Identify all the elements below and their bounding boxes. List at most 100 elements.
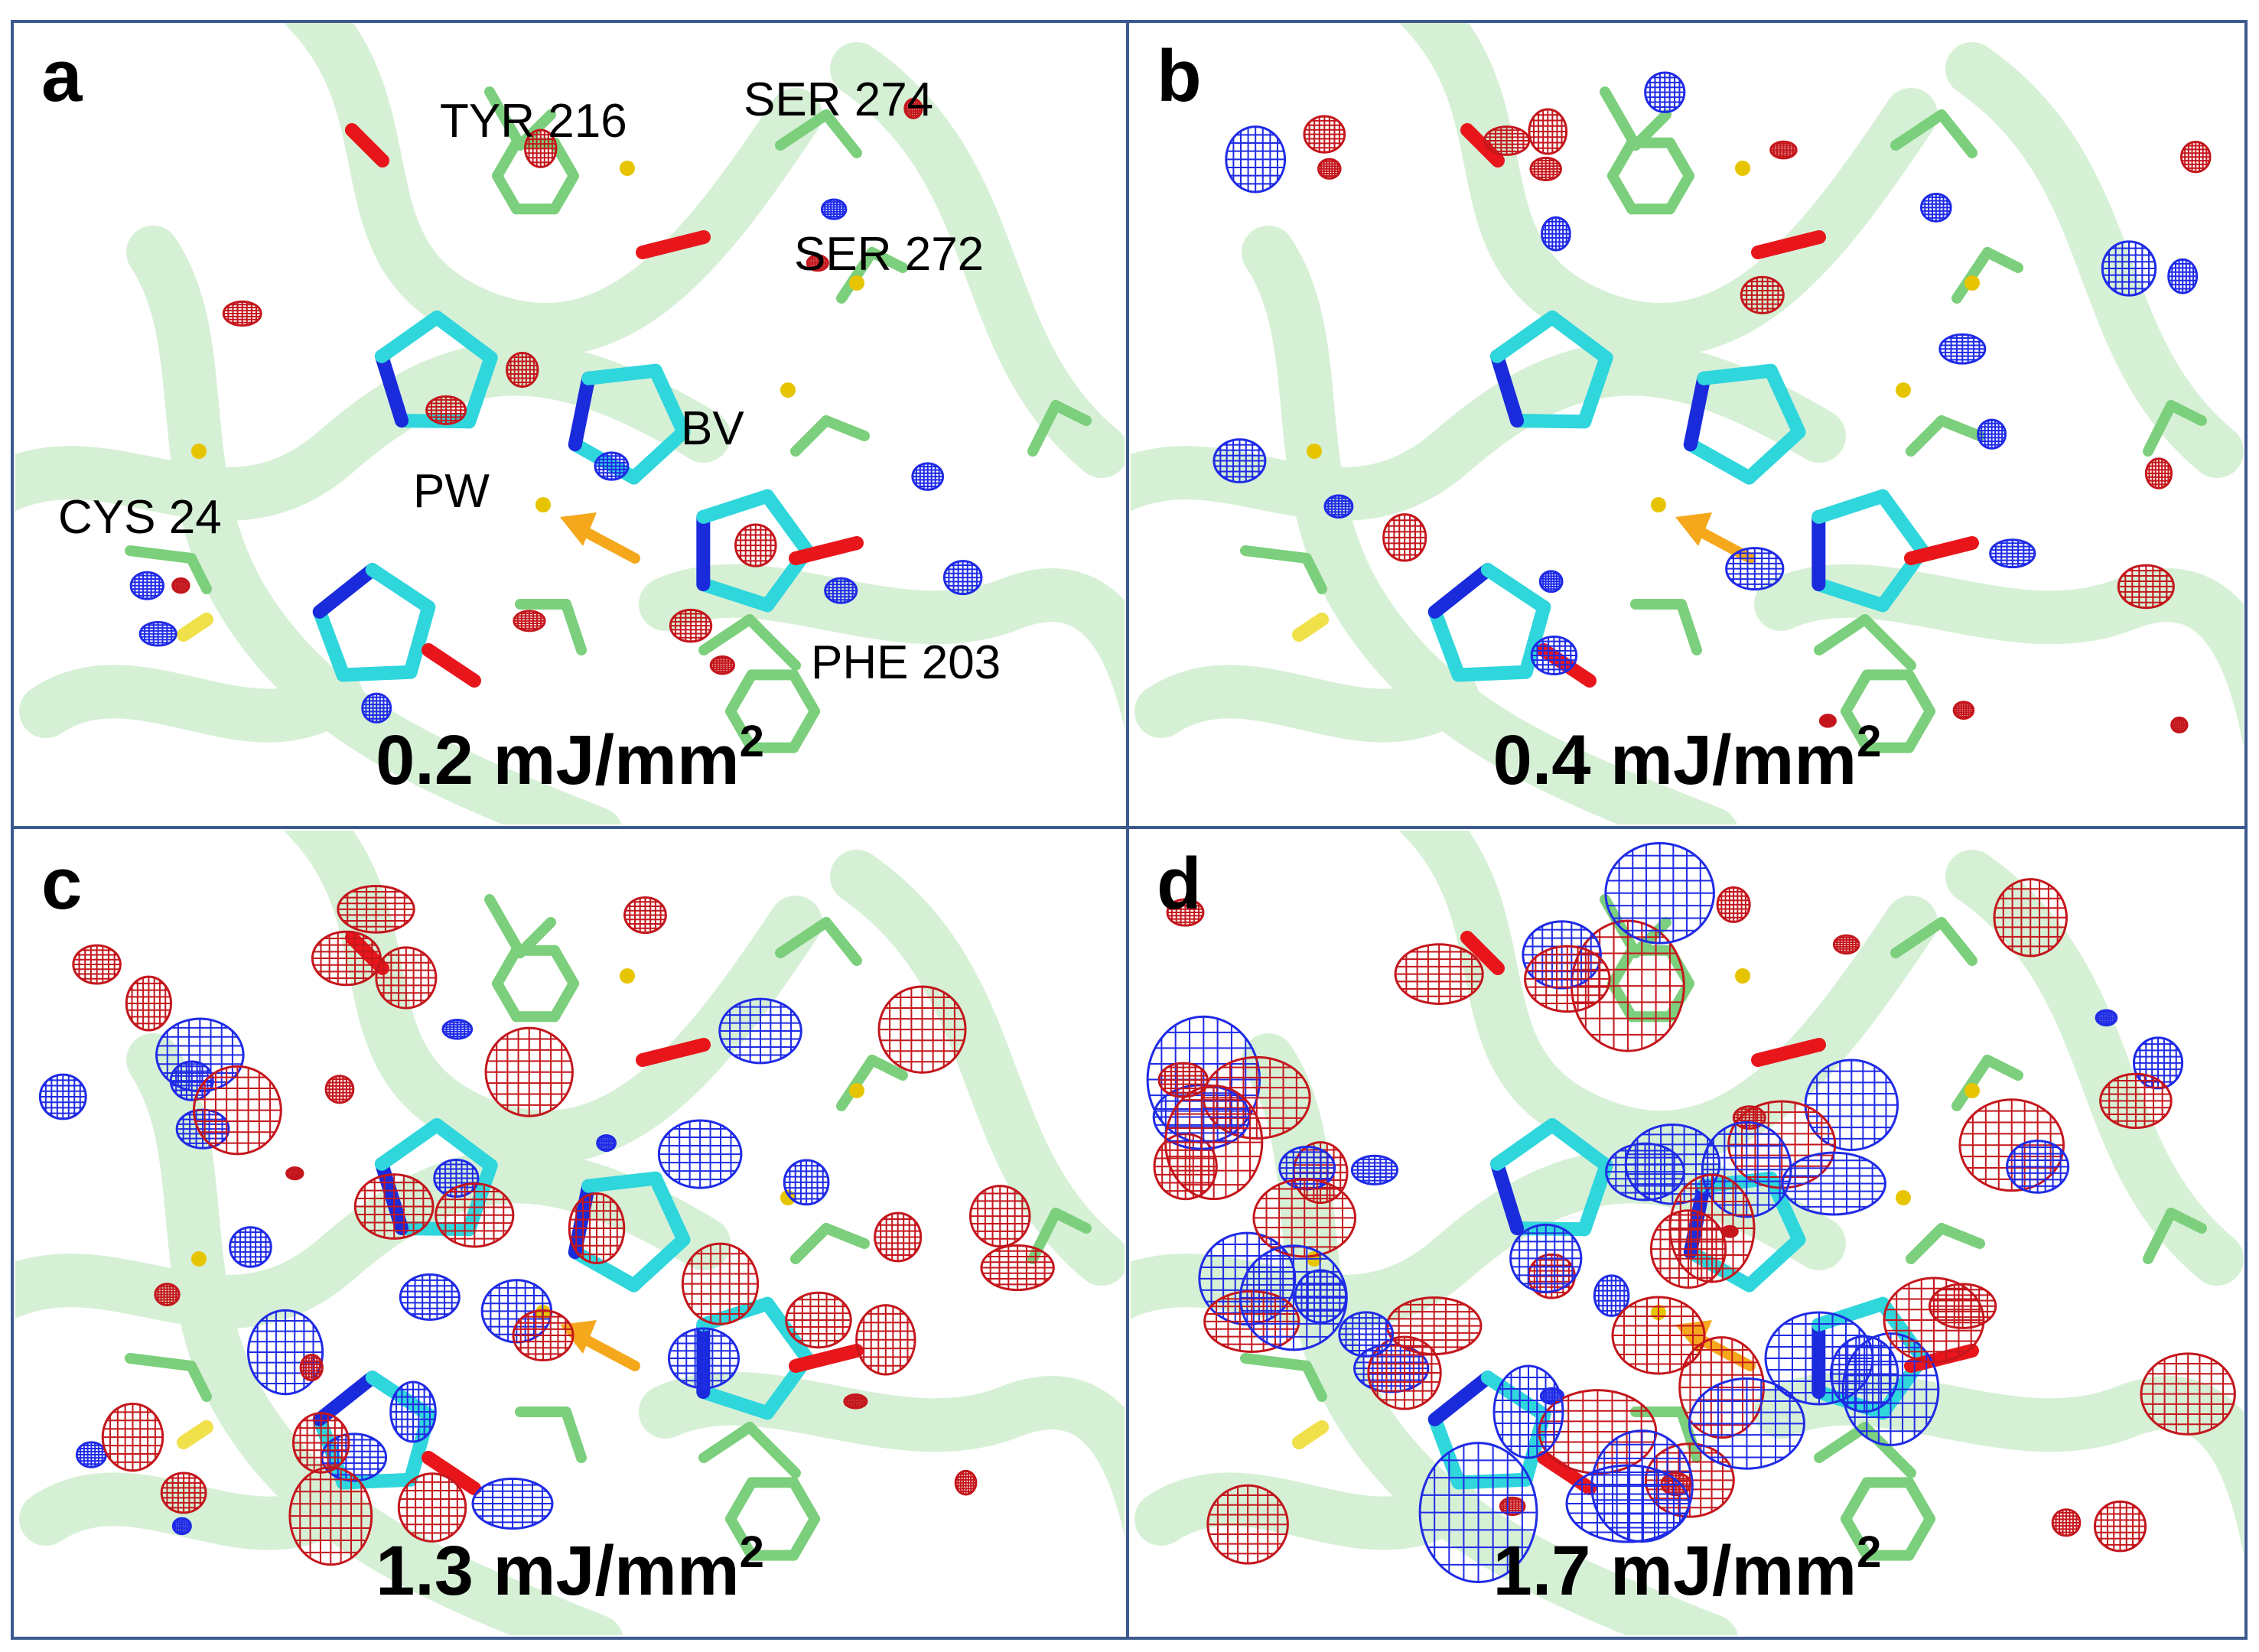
- panel-letter-d: d: [1157, 843, 1202, 925]
- panel-b: b 0.4 mJ/mm2: [1131, 23, 2244, 824]
- bond: [1982, 247, 2023, 273]
- density-mesh: [1716, 886, 1751, 923]
- density-mesh: [1989, 538, 2036, 569]
- bond: [696, 577, 775, 613]
- density-mesh: [1725, 547, 1785, 591]
- difference-density: [129, 98, 983, 724]
- biliverdin-chromophore: [1292, 123, 1979, 688]
- density-mesh: [718, 997, 802, 1065]
- ribbon-helix: [1242, 226, 1737, 824]
- bond: [1050, 1208, 1092, 1234]
- side-chains: [1240, 86, 2207, 753]
- density-mesh-core: [1764, 1311, 1874, 1406]
- bond: [789, 1344, 864, 1373]
- bond: [744, 614, 801, 671]
- water-sphere: [780, 382, 796, 398]
- density-mesh: [361, 692, 392, 724]
- water-sphere: [191, 1251, 207, 1267]
- bond: [636, 230, 711, 259]
- bond: [336, 1472, 418, 1490]
- bond: [336, 665, 418, 682]
- density-mesh: [2099, 1072, 2173, 1130]
- density-mesh: [1350, 1154, 1399, 1185]
- density-mesh: [1605, 1142, 1685, 1202]
- bond: [725, 1514, 757, 1561]
- bond: [1577, 350, 1613, 429]
- density-mesh: [169, 1060, 214, 1101]
- bond: [1890, 109, 1947, 151]
- density-mesh: [1213, 438, 1267, 483]
- bond: [1490, 349, 1525, 428]
- density-mesh-core: [1668, 1173, 1756, 1283]
- water-sphere: [620, 161, 635, 176]
- bond: [492, 171, 522, 215]
- density-mesh: [1202, 1055, 1311, 1140]
- density-mesh: [435, 1182, 515, 1248]
- dose-value-a: 0.2 mJ/mm: [376, 721, 740, 799]
- density-mesh: [903, 98, 923, 119]
- bond: [1460, 123, 1505, 167]
- bond: [775, 917, 832, 958]
- ribbon-helix: [639, 564, 1125, 729]
- density-mesh: [288, 1465, 373, 1566]
- dose-exponent-c: 2: [739, 1527, 764, 1577]
- density-mesh: [1198, 1231, 1297, 1326]
- density-mesh: [1483, 125, 1531, 156]
- bond: [365, 563, 436, 614]
- density-mesh: [980, 1244, 1055, 1292]
- bond: [422, 643, 481, 688]
- ribbon-helix: [284, 23, 822, 356]
- label-ser272: SER 272: [794, 228, 985, 281]
- bond: [375, 1118, 444, 1171]
- water-sphere: [849, 275, 864, 291]
- bond: [725, 1477, 757, 1524]
- bond: [1427, 604, 1466, 682]
- bond: [1936, 109, 1977, 158]
- density-mesh: [843, 1393, 868, 1410]
- bond: [125, 545, 197, 564]
- bond: [1607, 137, 1637, 181]
- bond: [1480, 563, 1551, 614]
- bond: [1982, 1055, 2023, 1081]
- bond: [1876, 489, 1929, 558]
- bond: [430, 311, 498, 365]
- dose-exponent-d: 2: [1857, 1527, 1882, 1577]
- bond: [1427, 1412, 1466, 1490]
- label-phe203: PHE 203: [811, 636, 1001, 689]
- bond: [492, 945, 522, 989]
- density-mesh: [1524, 945, 1611, 1013]
- bond: [867, 1055, 908, 1081]
- bond: [760, 1296, 814, 1365]
- density-mesh: [2144, 457, 2173, 489]
- density-mesh: [125, 975, 173, 1032]
- density-mesh: [75, 1441, 107, 1468]
- bond: [1665, 978, 1694, 1023]
- bond: [177, 1420, 213, 1449]
- bond: [1751, 230, 1826, 259]
- bond: [312, 604, 350, 682]
- density-mesh: [480, 1279, 553, 1344]
- density-mesh: [1278, 1146, 1336, 1191]
- difference-density: [38, 884, 1055, 1566]
- density-mesh: [1239, 1244, 1348, 1351]
- density-mesh: [324, 1075, 355, 1104]
- bond: [1903, 1514, 1935, 1561]
- bond: [1027, 400, 1061, 457]
- water-sphere: [1307, 444, 1322, 459]
- bond: [1607, 945, 1637, 989]
- bond: [1301, 553, 1327, 594]
- water-sphere: [1735, 161, 1750, 176]
- bond: [1490, 1118, 1560, 1171]
- density-mesh: [783, 1159, 830, 1206]
- bond: [395, 1221, 477, 1237]
- density-mesh: [171, 577, 190, 594]
- density-mesh: [954, 1469, 978, 1496]
- bond: [492, 978, 522, 1023]
- bond: [790, 415, 832, 457]
- frame-horizontal-divider: [11, 826, 2248, 829]
- density-mesh: [441, 1019, 474, 1040]
- density-mesh: [506, 351, 539, 388]
- ribbon-helix: [1134, 665, 1479, 743]
- density-mesh: [623, 896, 667, 935]
- bond: [1811, 1296, 1890, 1332]
